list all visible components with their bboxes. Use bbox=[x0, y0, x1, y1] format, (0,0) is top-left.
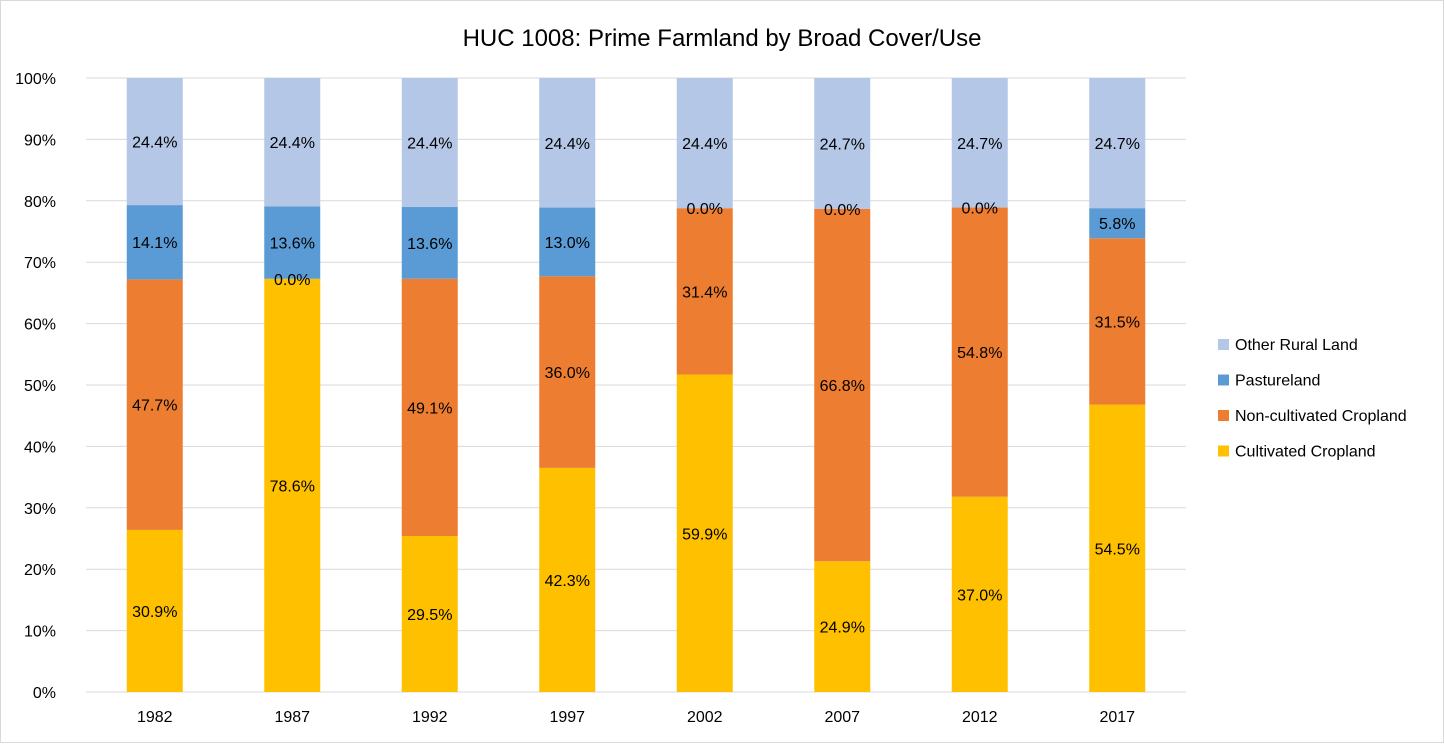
data-label: 0.0% bbox=[824, 202, 860, 219]
y-tick-label: 80% bbox=[24, 194, 56, 211]
bar-segment bbox=[1089, 78, 1146, 209]
bars bbox=[126, 78, 1146, 692]
x-tick-label: 2012 bbox=[962, 709, 998, 726]
data-label: 24.4% bbox=[407, 135, 452, 152]
data-label: 31.5% bbox=[1095, 314, 1140, 331]
bar-segment bbox=[401, 206, 458, 279]
data-label: 78.6% bbox=[270, 478, 315, 495]
bar-segment bbox=[401, 536, 458, 692]
bar-segment bbox=[539, 78, 596, 208]
data-labels: 30.9% 47.7% 14.1% 24.4% 78.6% 0.0% 13.6% 24.4% 2… bbox=[132, 135, 1140, 637]
bar-segment bbox=[951, 78, 1008, 208]
legend-swatch bbox=[1218, 339, 1229, 350]
data-label: 54.8% bbox=[957, 345, 1002, 362]
data-label: 30.9% bbox=[132, 604, 177, 621]
bar-segment bbox=[951, 207, 1008, 497]
bar-segment bbox=[814, 561, 871, 692]
bar-segment bbox=[126, 205, 183, 280]
bar-segment bbox=[676, 78, 733, 209]
x-tick-label: 1982 bbox=[137, 709, 173, 726]
bar-segment bbox=[539, 207, 596, 277]
bar-segment bbox=[126, 78, 183, 206]
x-tick-label: 2002 bbox=[687, 709, 723, 726]
bar-segment bbox=[539, 276, 596, 468]
legend: Other Rural Land Pastureland Non-cultivate… bbox=[1218, 337, 1407, 461]
bar-segment bbox=[951, 496, 1008, 692]
data-label: 24.4% bbox=[132, 135, 177, 152]
data-label: 0.0% bbox=[687, 201, 723, 218]
bar-segment bbox=[539, 467, 596, 692]
data-label: 24.4% bbox=[270, 135, 315, 152]
y-tick-label: 30% bbox=[24, 501, 56, 518]
data-label: 14.1% bbox=[132, 235, 177, 252]
data-label: 42.3% bbox=[545, 573, 590, 590]
legend-swatch bbox=[1218, 374, 1229, 386]
legend-label: Pastureland bbox=[1235, 373, 1320, 390]
data-label: 24.7% bbox=[820, 136, 865, 153]
legend-label: Cultivated Cropland bbox=[1235, 444, 1376, 461]
data-label: 13.0% bbox=[545, 235, 590, 252]
y-axis-ticks: 0% 10% 20% 30% 40% 50% 60% 70% 80% 90% 100% bbox=[15, 71, 56, 702]
bar-segment bbox=[676, 208, 733, 375]
data-label: 59.9% bbox=[682, 526, 727, 543]
data-label: 24.4% bbox=[545, 136, 590, 153]
x-tick-label: 2007 bbox=[824, 709, 860, 726]
chart-title: HUC 1008: Prime Farmland by Broad Cover/… bbox=[463, 25, 982, 52]
y-tick-label: 100% bbox=[15, 71, 56, 88]
bar-segment bbox=[676, 374, 733, 692]
legend-label: Non-cultivated Cropland bbox=[1235, 408, 1407, 425]
x-tick-label: 2017 bbox=[1099, 709, 1135, 726]
bar-segment bbox=[814, 78, 871, 209]
data-label: 37.0% bbox=[957, 587, 1002, 604]
y-tick-label: 0% bbox=[33, 685, 56, 702]
legend-swatch bbox=[1218, 445, 1229, 457]
x-axis-ticks: 1982 1987 1992 1997 2002 2007 2012 2017 bbox=[137, 709, 1135, 726]
y-tick-label: 20% bbox=[24, 562, 56, 579]
data-label: 54.5% bbox=[1095, 541, 1140, 558]
data-label: 24.7% bbox=[957, 136, 1002, 153]
y-tick-label: 70% bbox=[24, 255, 56, 272]
data-label: 49.1% bbox=[407, 400, 452, 417]
y-tick-label: 40% bbox=[24, 439, 56, 456]
bar-segment bbox=[1089, 238, 1146, 405]
data-label: 5.8% bbox=[1099, 216, 1135, 233]
bar-segment bbox=[814, 208, 871, 562]
bar-segment bbox=[1089, 404, 1146, 692]
bar-segment bbox=[126, 529, 183, 692]
data-label: 31.4% bbox=[682, 284, 727, 301]
legend-label: Other Rural Land bbox=[1235, 337, 1358, 354]
bar-segment bbox=[264, 78, 321, 207]
data-label: 36.0% bbox=[545, 365, 590, 382]
y-tick-label: 90% bbox=[24, 132, 56, 149]
data-label: 0.0% bbox=[274, 272, 310, 289]
data-label: 47.7% bbox=[132, 398, 177, 415]
x-tick-label: 1997 bbox=[549, 709, 585, 726]
data-label: 24.9% bbox=[820, 620, 865, 637]
data-label: 24.4% bbox=[682, 136, 727, 153]
data-label: 66.8% bbox=[820, 378, 865, 395]
bar-segment bbox=[401, 278, 458, 537]
bar-segment bbox=[264, 278, 321, 692]
x-tick-label: 1987 bbox=[274, 709, 310, 726]
data-label: 13.6% bbox=[407, 236, 452, 253]
y-tick-label: 10% bbox=[24, 624, 56, 641]
data-label: 13.6% bbox=[270, 236, 315, 253]
bar-segment bbox=[401, 78, 458, 207]
y-tick-label: 50% bbox=[24, 378, 56, 395]
data-label: 0.0% bbox=[962, 201, 998, 218]
legend-swatch bbox=[1218, 410, 1229, 421]
bar-segment bbox=[126, 279, 183, 530]
bar-segment bbox=[264, 206, 321, 279]
x-tick-label: 1992 bbox=[412, 709, 448, 726]
data-label: 24.7% bbox=[1095, 136, 1140, 153]
data-label: 29.5% bbox=[407, 607, 452, 624]
y-tick-label: 60% bbox=[24, 317, 56, 334]
bar-segment bbox=[1089, 208, 1146, 239]
